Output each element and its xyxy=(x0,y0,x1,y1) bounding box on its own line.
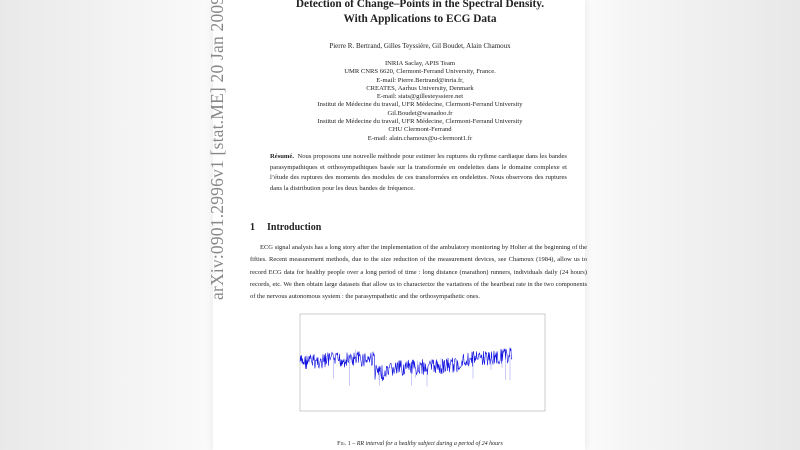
affiliation-line: Gil.Boudet@wanadoo.fr xyxy=(387,109,453,117)
figure-rr-interval-plot xyxy=(299,313,546,412)
affiliation-line: CHU Clermont-Ferrand xyxy=(388,126,452,134)
paper-page xyxy=(213,0,585,450)
title-line-1: Detection of Change–Points in the Spectr… xyxy=(295,0,545,10)
abstract: Résumé. Nous proposons une nouvelle méth… xyxy=(270,152,567,194)
title-line-2: With Applications to ECG Data xyxy=(343,13,497,25)
figure-label: Fig. 1 – xyxy=(337,441,356,447)
intro-paragraph: ECG signal analysis has a long story aft… xyxy=(250,244,587,301)
abstract-text: Nous proposons une nouvelle méthode pour… xyxy=(270,153,567,192)
affiliation-line: UMR CNRS 6620, Clermont-Ferrand Universi… xyxy=(344,68,496,76)
abstract-label: Résumé. xyxy=(270,153,294,160)
section-title: Introduction xyxy=(267,222,322,233)
section-number: 1 xyxy=(250,222,255,233)
affiliation-line: E-mail: Pierre.Bertrand@inria.fr, xyxy=(376,76,464,84)
affiliations: INRIA Saclay, APIS Team UMR CNRS 6620, Cl… xyxy=(240,60,600,143)
figure-caption-text: RR interval for a healthy subject during… xyxy=(356,441,503,447)
rr-signal-trace xyxy=(299,347,513,382)
affiliation-line: Institut de Médecine du travail, UFR Méd… xyxy=(317,101,523,109)
section-heading: 1 Introduction xyxy=(250,222,333,233)
arxiv-identifier: arXiv:0901.2996v1 [stat.ME] 20 Jan 2009 xyxy=(207,0,227,300)
paper-title: Detection of Change–Points in the Spectr… xyxy=(240,0,600,27)
affiliation-line: E-mail: alain.chamoux@u-clermont1.fr xyxy=(367,134,473,142)
affiliation-line: INRIA Saclay, APIS Team xyxy=(384,60,456,67)
affiliation-line: Institut de Médecine du travail, UFR Méd… xyxy=(317,118,523,126)
affiliation-line: E-mail: stats@gillesteyssiere.net xyxy=(376,93,464,101)
authors: Pierre R. Bertrand, Gilles Teyssière, Gi… xyxy=(329,42,511,50)
figure-caption: Fig. 1 – RR interval for a healthy subje… xyxy=(240,441,600,447)
affiliation-line: CREATES, Aarhus University, Denmark xyxy=(366,84,474,92)
plot-frame xyxy=(299,313,546,412)
